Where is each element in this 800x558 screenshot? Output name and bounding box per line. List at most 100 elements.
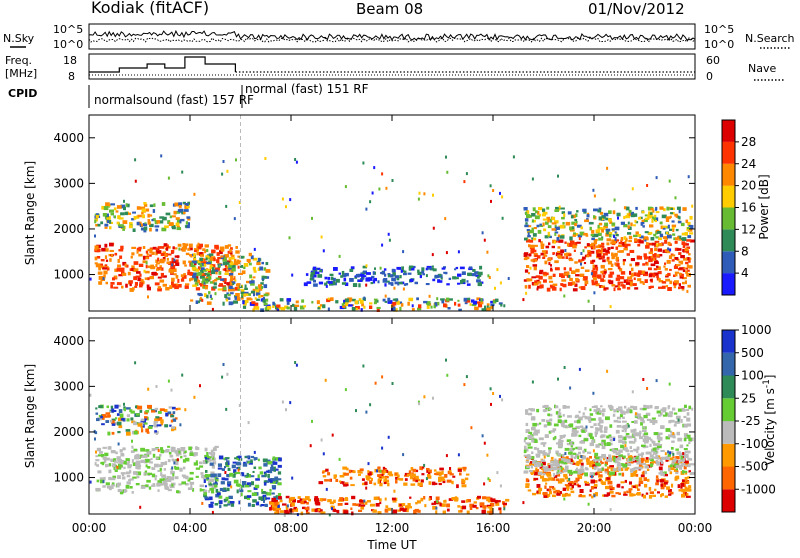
echo-cell <box>343 299 346 303</box>
echo-cell <box>617 467 621 472</box>
echo-speck <box>646 184 649 187</box>
echo-cell <box>617 435 623 439</box>
echo-cell <box>639 240 644 244</box>
echo-cell <box>118 489 123 492</box>
echo-cell <box>649 457 652 460</box>
nsky-left-label: N.Sky <box>3 32 35 45</box>
echo-cell <box>293 306 298 311</box>
echo-cell <box>151 251 155 255</box>
echo-cell <box>533 282 539 286</box>
echo-cell <box>671 224 677 228</box>
echo-cell <box>177 243 182 247</box>
echo-cell <box>629 263 632 267</box>
echo-cell <box>162 251 166 255</box>
echo-cell <box>102 485 106 488</box>
echo-cell <box>149 228 152 232</box>
echo-speck <box>582 249 585 253</box>
echo-cell <box>205 277 210 280</box>
echo-cell <box>234 471 237 475</box>
echo-cell <box>531 451 534 454</box>
echo-cell <box>204 251 207 254</box>
echo-cell <box>206 261 211 265</box>
echo-cell <box>179 208 184 213</box>
echo-cell <box>551 216 556 221</box>
echo-cell <box>160 272 164 277</box>
echo-cell <box>179 467 183 472</box>
echo-cell <box>668 420 672 424</box>
echo-cell <box>505 498 510 502</box>
echo-cell <box>582 208 587 212</box>
echo-cell <box>616 463 622 467</box>
echo-cell <box>304 500 307 504</box>
echo-cell <box>637 233 641 237</box>
echo-cell <box>526 278 530 281</box>
echo-speck <box>140 426 143 430</box>
echo-cell <box>216 259 220 263</box>
echo-cell <box>106 405 109 409</box>
echo-cell <box>558 415 562 418</box>
echo-cell <box>160 421 164 426</box>
echo-cell <box>646 440 649 444</box>
echo-cell <box>212 264 216 268</box>
echo-cell <box>234 279 237 282</box>
echo-cell <box>125 484 130 489</box>
echo-cell <box>597 232 602 236</box>
echo-speck <box>114 215 116 219</box>
echo-cell <box>619 268 623 272</box>
echo-cell <box>253 293 255 297</box>
echo-cell <box>121 285 124 289</box>
echo-cell <box>481 308 487 311</box>
echo-speck <box>445 155 447 159</box>
echo-cell <box>254 297 257 300</box>
echo-cell <box>397 281 400 286</box>
echo-cell <box>216 492 221 496</box>
echo-cell <box>635 473 639 477</box>
echo-cell <box>257 458 260 462</box>
echo-cell <box>646 418 652 421</box>
echo-cell <box>651 242 657 246</box>
echo-speck <box>492 189 495 192</box>
echo-cell <box>593 208 598 212</box>
echo-cell <box>586 243 590 247</box>
echo-cell <box>617 250 622 253</box>
echo-cell <box>234 457 239 460</box>
echo-cell <box>108 463 112 467</box>
echo-cell <box>201 280 204 284</box>
echo-cell <box>155 273 159 276</box>
freq-frame <box>88 53 696 80</box>
echo-cell <box>144 270 150 274</box>
echo-cell <box>241 291 245 294</box>
echo-cell <box>585 458 590 462</box>
echo-cell <box>103 270 108 275</box>
echo-cell <box>271 504 276 509</box>
echo-cell <box>279 298 284 302</box>
echo-cell <box>176 490 180 494</box>
echo-cell <box>598 443 603 446</box>
echo-cell <box>494 499 498 504</box>
echo-cell <box>175 453 180 457</box>
echo-cell <box>560 470 564 473</box>
echo-cell <box>319 304 322 307</box>
echo-cell <box>273 469 276 472</box>
echo-cell <box>622 261 625 266</box>
echo-cell <box>660 483 664 487</box>
echo-cell <box>164 486 169 490</box>
echo-speck <box>286 504 289 508</box>
echo-cell <box>383 481 387 485</box>
echo-speck <box>587 502 590 506</box>
echo-cell <box>269 461 274 464</box>
echo-cell <box>535 469 540 472</box>
echo-cell <box>636 492 641 496</box>
echo-cell <box>649 212 653 215</box>
echo-speck <box>418 402 421 406</box>
echo-cell <box>461 271 466 275</box>
echo-cell <box>646 468 650 471</box>
echo-cell <box>618 449 623 453</box>
echo-cell <box>437 501 441 505</box>
nsky-trace <box>88 29 696 42</box>
echo-speck <box>463 180 466 184</box>
echo-cell <box>503 504 506 508</box>
echo-cell <box>613 287 616 292</box>
echo-cell <box>143 226 148 231</box>
echo-cell <box>524 256 530 260</box>
